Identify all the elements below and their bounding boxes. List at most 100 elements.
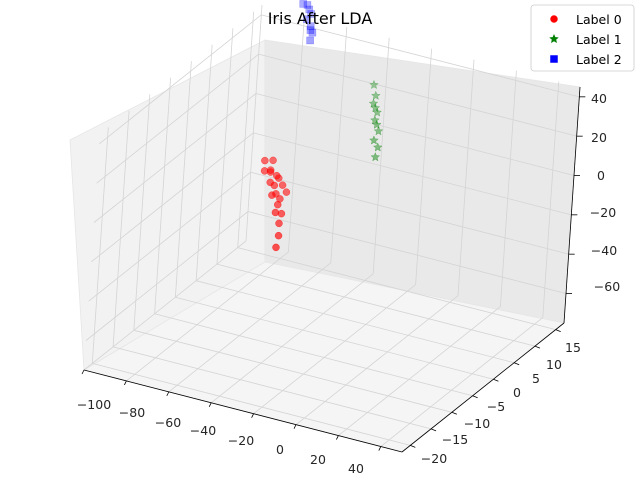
y-tick-labels: −20 −15 −10 −5 0 5 10 15 [421, 340, 581, 466]
grid-line [96, 53, 259, 184]
data-point [269, 156, 277, 165]
grid-line [372, 37, 390, 274]
z-tick-labels: −60 −40 −20 0 20 40 [590, 91, 620, 294]
grid-line [245, 4, 263, 242]
tick-mark [124, 380, 127, 386]
tick-mark [166, 391, 170, 397]
z-tick-label: 40 [591, 91, 607, 106]
grid-line [415, 48, 432, 285]
tick-mark [410, 445, 416, 448]
z-axis-line [563, 86, 581, 324]
grid-line [174, 61, 192, 298]
legend-marker-label-2 [550, 55, 558, 63]
grid-line [216, 263, 536, 347]
data-point [261, 156, 269, 165]
y-tick-label: 15 [565, 340, 581, 355]
data-point [273, 171, 281, 180]
data-points [260, 0, 384, 252]
grid-line [196, 280, 515, 364]
grid-line [154, 313, 473, 397]
tick-mark [208, 402, 212, 407]
data-point [299, 0, 307, 8]
grid-line [237, 11, 255, 248]
data-point [303, 1, 312, 9]
tick-mark [472, 395, 478, 399]
grid-line [83, 240, 247, 371]
data-point [276, 195, 284, 203]
legend-entry-label-2: Label 2 [576, 52, 622, 67]
tick-mark [430, 428, 437, 432]
grid-line [253, 284, 416, 415]
data-point [270, 181, 279, 190]
grid-line [91, 127, 109, 364]
legend-marker-label-1 [549, 33, 559, 44]
chart-title: Iris After LDA [268, 9, 373, 28]
data-point [306, 26, 315, 34]
x-tick-label: −60 [155, 415, 181, 430]
grid-line [255, 93, 575, 176]
grid-line [288, 15, 305, 252]
x-tick-label: −80 [119, 405, 145, 420]
x-tick-label: 20 [310, 452, 326, 467]
data-point [306, 36, 314, 45]
grid-line [253, 132, 572, 216]
grid-line [175, 296, 494, 380]
x-tick-label: −40 [190, 423, 216, 438]
grid-line [133, 329, 452, 413]
y-tick-label: 10 [546, 357, 562, 372]
grid-line [210, 273, 374, 404]
data-point [275, 219, 283, 228]
data-point [369, 79, 379, 90]
tick-mark [493, 378, 499, 382]
grid-line [542, 81, 560, 318]
tick-mark [534, 345, 541, 349]
data-point [368, 98, 379, 108]
grid-line [500, 70, 517, 307]
data-point [278, 181, 287, 189]
grid-line [338, 306, 501, 436]
legend-entry-label-0: Label 0 [576, 12, 622, 27]
grid-line [91, 132, 254, 263]
legend-marker [549, 33, 559, 44]
x-tick-label: 40 [348, 461, 364, 476]
series-0 [260, 156, 291, 252]
grid-line [261, 14, 580, 98]
data-point [369, 135, 379, 145]
grid-line [154, 77, 172, 314]
z-tick-label: −60 [594, 279, 620, 294]
grid-line [112, 110, 130, 347]
series-2 [299, 0, 317, 45]
data-point [266, 168, 275, 176]
tick-mark [378, 446, 382, 451]
grid-line [88, 171, 251, 302]
grid-line [85, 211, 249, 341]
grid-line [126, 251, 289, 382]
legend-entry-label-1: Label 1 [576, 32, 622, 47]
tick-marks [81, 96, 586, 451]
tick-mark [514, 362, 520, 366]
z-tick-label: 20 [591, 130, 607, 145]
data-point [308, 28, 317, 37]
x-tick-labels: −100 −80 −60 −40 −20 0 20 40 [77, 397, 364, 476]
grid-line [457, 59, 475, 296]
grid-line [99, 14, 262, 145]
grid-line [133, 94, 151, 331]
grid-line [237, 247, 556, 331]
grid-line [295, 295, 459, 425]
x-axis-line [83, 369, 403, 453]
y-tick-label: −10 [464, 416, 490, 431]
legend: Label 0 Label 1 Label 2 [530, 4, 635, 72]
grid-line [380, 317, 544, 447]
tick-mark [451, 411, 457, 415]
y-axis-line [401, 322, 565, 453]
data-point [372, 107, 383, 117]
grid-line [258, 53, 577, 137]
legend-marker [550, 55, 558, 63]
data-point [272, 190, 280, 198]
data-point [306, 22, 315, 30]
tick-mark [555, 329, 561, 332]
grid-line [112, 346, 432, 430]
grid-line [168, 262, 332, 393]
